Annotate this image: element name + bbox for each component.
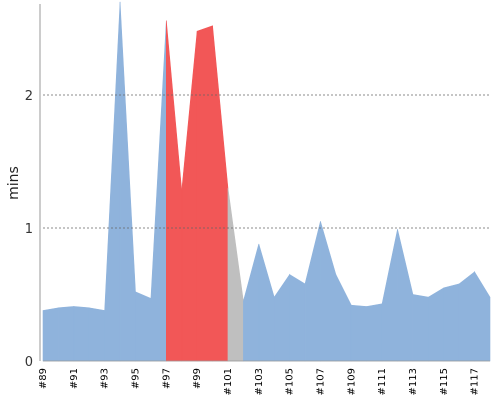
area-segment-99 — [196, 25, 213, 362]
area-segment-113 — [412, 294, 429, 362]
area-segment-106 — [304, 221, 321, 362]
y-tick-label: 0 — [25, 355, 33, 370]
x-tick-label: #105 — [285, 368, 296, 395]
area-segment-111 — [381, 229, 398, 362]
x-tick-label: #101 — [223, 368, 234, 395]
y-tick-labels: 0 1 2 — [25, 89, 33, 370]
area-segment-104 — [273, 273, 290, 362]
area-segment-91 — [73, 306, 90, 362]
area-segment-100 — [212, 25, 229, 362]
area-segment-93 — [104, 1, 121, 362]
area-segment-98 — [181, 31, 198, 362]
x-tick-label: #93 — [100, 368, 111, 389]
area-segment-89 — [42, 307, 59, 362]
x-tick-label: #91 — [69, 368, 80, 389]
area-segment-109 — [350, 304, 367, 362]
x-tick-label: #89 — [38, 368, 49, 389]
area-segment-117 — [474, 270, 491, 362]
y-axis-title: mins — [6, 166, 22, 200]
x-tick-label: #111 — [377, 368, 388, 395]
x-tick-label: #109 — [346, 368, 357, 395]
x-tick-label: #95 — [130, 368, 141, 389]
area-segment-103 — [258, 243, 275, 362]
x-tick-label: #117 — [470, 368, 481, 395]
area-segment-101 — [227, 188, 244, 362]
area-segment-102 — [243, 243, 260, 362]
x-tick-label: #99 — [192, 368, 203, 389]
area-segments — [42, 1, 491, 362]
x-tick-label: #97 — [161, 368, 172, 389]
x-tick-labels: #89 #91 #93 #95 #97 #99 #101 #103 #105 #107 #109 #1… — [38, 368, 481, 395]
x-tick-label: #113 — [408, 368, 419, 395]
y-tick-label: 2 — [25, 89, 33, 104]
y-tick-label: 1 — [25, 222, 33, 237]
x-tick-label: #103 — [254, 368, 265, 395]
area-segment-115 — [443, 283, 460, 362]
area-segment-108 — [335, 274, 352, 362]
area-segment-107 — [320, 221, 337, 362]
area-segment-96 — [150, 20, 167, 362]
area-segment-116 — [458, 271, 475, 362]
area-segment-97 — [166, 20, 183, 362]
area-segment-112 — [397, 229, 414, 362]
x-tick-label: #115 — [439, 368, 450, 395]
x-tick-label: #107 — [315, 368, 326, 395]
gridlines — [43, 94, 490, 362]
area-segment-114 — [428, 287, 445, 362]
area-segment-95 — [135, 291, 152, 362]
area-segment-110 — [366, 303, 383, 362]
area-segment-94 — [119, 1, 136, 362]
area-segment-90 — [58, 306, 75, 362]
area-segment-105 — [289, 274, 306, 362]
area-segment-92 — [88, 307, 105, 362]
